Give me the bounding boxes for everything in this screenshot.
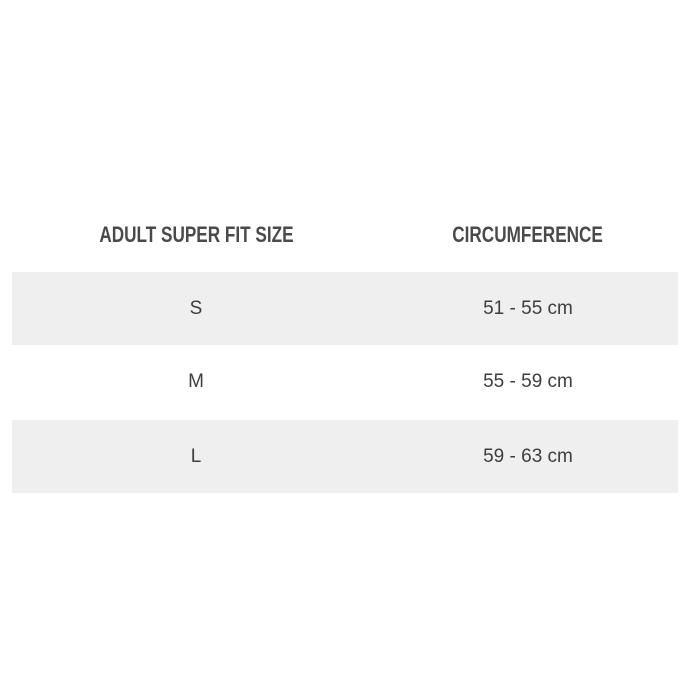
circumference-cell: 55 - 59 cm <box>483 371 573 392</box>
header-circumference: CIRCUMFERENCE <box>372 220 684 250</box>
size-cell: M <box>188 371 204 392</box>
table-row: S 51 - 55 cm <box>12 272 678 345</box>
table-row: L 59 - 63 cm <box>12 420 678 493</box>
header-size: ADULT SUPER FIT SIZE <box>40 220 352 250</box>
header-size-label: ADULT SUPER FIT SIZE <box>98 222 294 247</box>
size-cell: S <box>189 298 203 319</box>
header-circumference-label: CIRCUMFERENCE <box>452 222 604 247</box>
circumference-cell: 59 - 63 cm <box>483 446 573 467</box>
table-row: M 55 - 59 cm <box>12 345 678 418</box>
size-cell: L <box>190 446 202 467</box>
circumference-cell: 51 - 55 cm <box>483 298 573 319</box>
